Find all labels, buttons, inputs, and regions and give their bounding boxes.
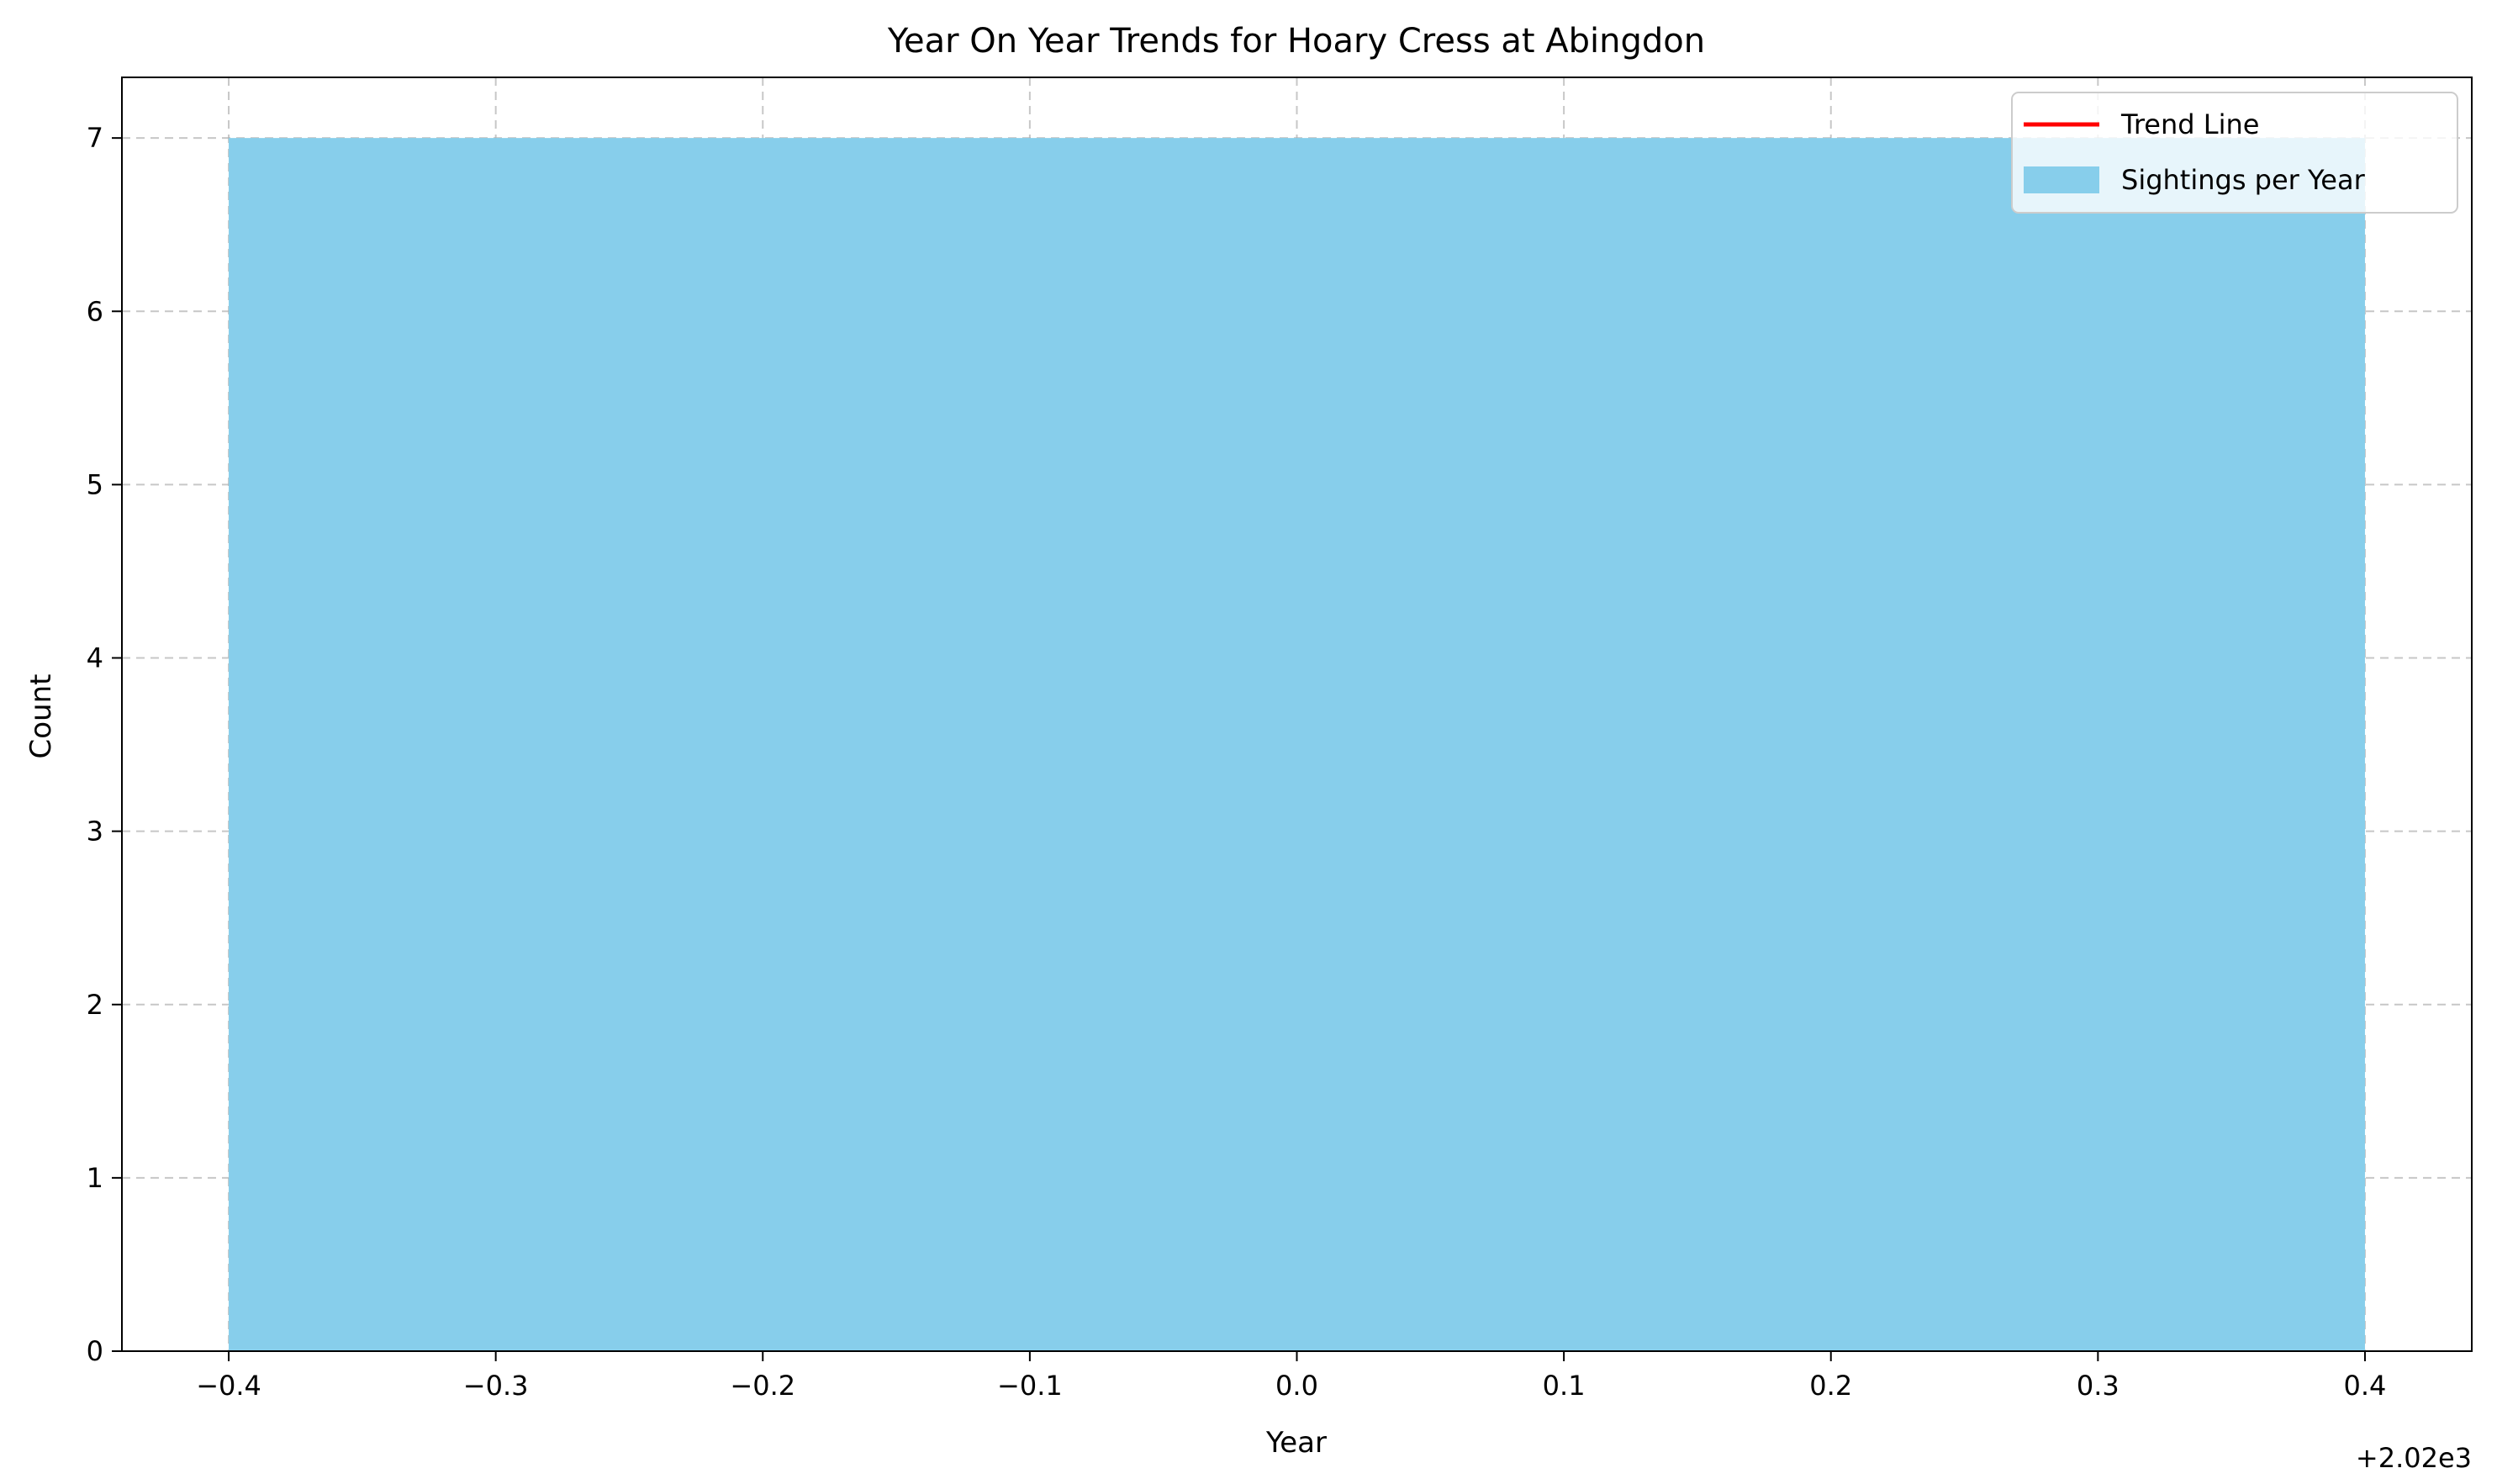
legend-label: Sightings per Year	[2121, 164, 2366, 196]
legend-label: Trend Line	[2120, 108, 2259, 140]
y-tick-label: 7	[87, 122, 103, 154]
y-tick-label: 5	[87, 468, 103, 500]
x-tick-label: −0.2	[730, 1370, 795, 1402]
y-tick-label: 4	[87, 642, 103, 674]
legend-box	[2011, 92, 2458, 214]
x-tick-label: 0.1	[1543, 1370, 1586, 1402]
x-axis-offset: +2.02e3	[2356, 1442, 2472, 1474]
y-tick-label: 1	[87, 1162, 103, 1194]
x-tick-label: −0.4	[196, 1370, 261, 1402]
x-tick-label: 0.4	[2344, 1370, 2387, 1402]
y-axis-label: Count	[24, 674, 58, 759]
x-tick-label: −0.3	[463, 1370, 529, 1402]
x-tick-label: 0.3	[2077, 1370, 2120, 1402]
bars	[229, 138, 2365, 1352]
x-tick-label: −0.1	[997, 1370, 1063, 1402]
legend-swatch-sightings	[2024, 166, 2099, 193]
x-tick-label: 0.2	[1809, 1370, 1852, 1402]
chart-title: Year On Year Trends for Hoary Cress at A…	[887, 22, 1705, 61]
legend: Trend Line Sightings per Year	[2011, 92, 2458, 214]
y-tick-label: 2	[87, 989, 103, 1021]
y-tick-label: 0	[87, 1335, 103, 1367]
x-axis-label: Year	[1265, 1426, 1327, 1460]
bar-sightings	[229, 138, 2365, 1352]
x-tick-label: 0.0	[1275, 1370, 1318, 1402]
x-axis: −0.4 −0.3 −0.2 −0.1 0.0 0.1 0.2 0.3 0.4	[196, 1351, 2386, 1402]
y-tick-label: 6	[87, 295, 103, 327]
y-axis: 0 1 2 3 4 5 6 7	[87, 122, 122, 1367]
y-tick-label: 3	[87, 816, 103, 848]
